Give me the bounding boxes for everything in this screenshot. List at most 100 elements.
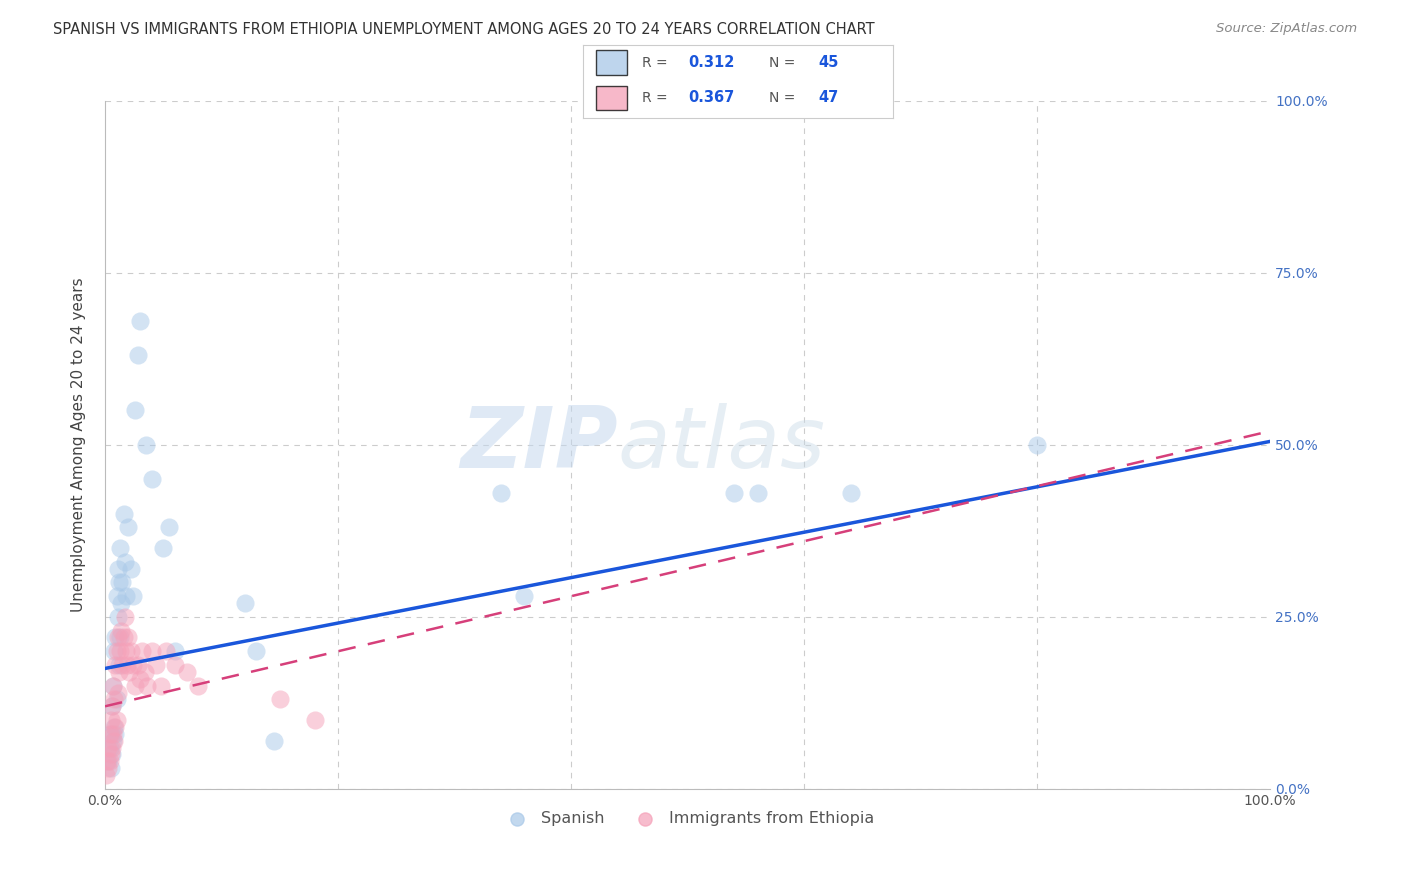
FancyBboxPatch shape bbox=[596, 86, 627, 111]
Point bbox=[107, 685, 129, 699]
Text: atlas: atlas bbox=[617, 403, 825, 486]
Point bbox=[118, 665, 141, 679]
Point bbox=[98, 755, 121, 769]
Point bbox=[114, 555, 136, 569]
Point bbox=[101, 727, 124, 741]
Point bbox=[96, 755, 118, 769]
Point bbox=[163, 644, 186, 658]
Point bbox=[145, 658, 167, 673]
Point bbox=[100, 727, 122, 741]
Text: N =: N = bbox=[769, 56, 796, 70]
Point bbox=[101, 699, 124, 714]
Text: Source: ZipAtlas.com: Source: ZipAtlas.com bbox=[1216, 22, 1357, 36]
Point bbox=[101, 740, 124, 755]
Point bbox=[108, 575, 131, 590]
Point bbox=[105, 589, 128, 603]
Point bbox=[131, 644, 153, 658]
Point bbox=[122, 589, 145, 603]
Point bbox=[104, 658, 127, 673]
Point bbox=[100, 747, 122, 762]
Point bbox=[107, 631, 129, 645]
Point bbox=[105, 713, 128, 727]
Point bbox=[134, 665, 156, 679]
Point bbox=[233, 596, 256, 610]
Point bbox=[107, 610, 129, 624]
Point bbox=[103, 692, 125, 706]
Point bbox=[157, 520, 180, 534]
Point bbox=[98, 727, 121, 741]
Point bbox=[98, 740, 121, 755]
Point bbox=[108, 541, 131, 555]
Point bbox=[108, 658, 131, 673]
Point bbox=[155, 644, 177, 658]
Point bbox=[747, 486, 769, 500]
Point bbox=[120, 562, 142, 576]
Point bbox=[101, 679, 124, 693]
Point bbox=[101, 699, 124, 714]
Point bbox=[97, 755, 120, 769]
Point bbox=[839, 486, 862, 500]
Point bbox=[124, 679, 146, 693]
Point bbox=[108, 665, 131, 679]
Point bbox=[263, 733, 285, 747]
Point bbox=[107, 562, 129, 576]
Text: R =: R = bbox=[643, 56, 668, 70]
Point bbox=[304, 713, 326, 727]
Point bbox=[111, 575, 134, 590]
Point bbox=[114, 610, 136, 624]
Point bbox=[117, 520, 139, 534]
Point bbox=[100, 713, 122, 727]
Point bbox=[127, 348, 149, 362]
Text: 0.312: 0.312 bbox=[689, 55, 735, 70]
Text: SPANISH VS IMMIGRANTS FROM ETHIOPIA UNEMPLOYMENT AMONG AGES 20 TO 24 YEARS CORRE: SPANISH VS IMMIGRANTS FROM ETHIOPIA UNEM… bbox=[53, 22, 875, 37]
Point bbox=[111, 658, 134, 673]
Y-axis label: Unemployment Among Ages 20 to 24 years: Unemployment Among Ages 20 to 24 years bbox=[72, 277, 86, 612]
Point bbox=[269, 692, 291, 706]
Text: ZIP: ZIP bbox=[460, 403, 617, 486]
Point bbox=[129, 314, 152, 328]
Point bbox=[115, 658, 138, 673]
Point bbox=[104, 631, 127, 645]
Point bbox=[100, 761, 122, 775]
Point bbox=[723, 486, 745, 500]
Point bbox=[187, 679, 209, 693]
Point bbox=[149, 679, 172, 693]
Text: 0.367: 0.367 bbox=[689, 90, 735, 105]
Point bbox=[1026, 438, 1049, 452]
Point bbox=[97, 740, 120, 755]
Point bbox=[110, 624, 132, 638]
Point bbox=[112, 507, 135, 521]
Point bbox=[112, 631, 135, 645]
Point bbox=[97, 761, 120, 775]
Point bbox=[127, 658, 149, 673]
Point bbox=[103, 720, 125, 734]
Point bbox=[105, 644, 128, 658]
Point bbox=[124, 403, 146, 417]
Point bbox=[108, 644, 131, 658]
Point bbox=[101, 733, 124, 747]
Point bbox=[176, 665, 198, 679]
Point bbox=[101, 679, 124, 693]
Point bbox=[108, 631, 131, 645]
Text: 45: 45 bbox=[818, 55, 839, 70]
Text: N =: N = bbox=[769, 91, 796, 105]
Point bbox=[245, 644, 267, 658]
Text: 47: 47 bbox=[818, 90, 839, 105]
Point bbox=[152, 541, 174, 555]
Point bbox=[129, 672, 152, 686]
Text: R =: R = bbox=[643, 91, 668, 105]
Point bbox=[117, 631, 139, 645]
Point bbox=[489, 486, 512, 500]
Point bbox=[115, 644, 138, 658]
FancyBboxPatch shape bbox=[596, 51, 627, 75]
Point bbox=[163, 658, 186, 673]
Point bbox=[136, 679, 159, 693]
Point bbox=[141, 472, 163, 486]
Point bbox=[103, 644, 125, 658]
Point bbox=[135, 438, 157, 452]
Point bbox=[103, 733, 125, 747]
Point bbox=[141, 644, 163, 658]
Point bbox=[105, 692, 128, 706]
Point bbox=[104, 720, 127, 734]
Point bbox=[122, 658, 145, 673]
